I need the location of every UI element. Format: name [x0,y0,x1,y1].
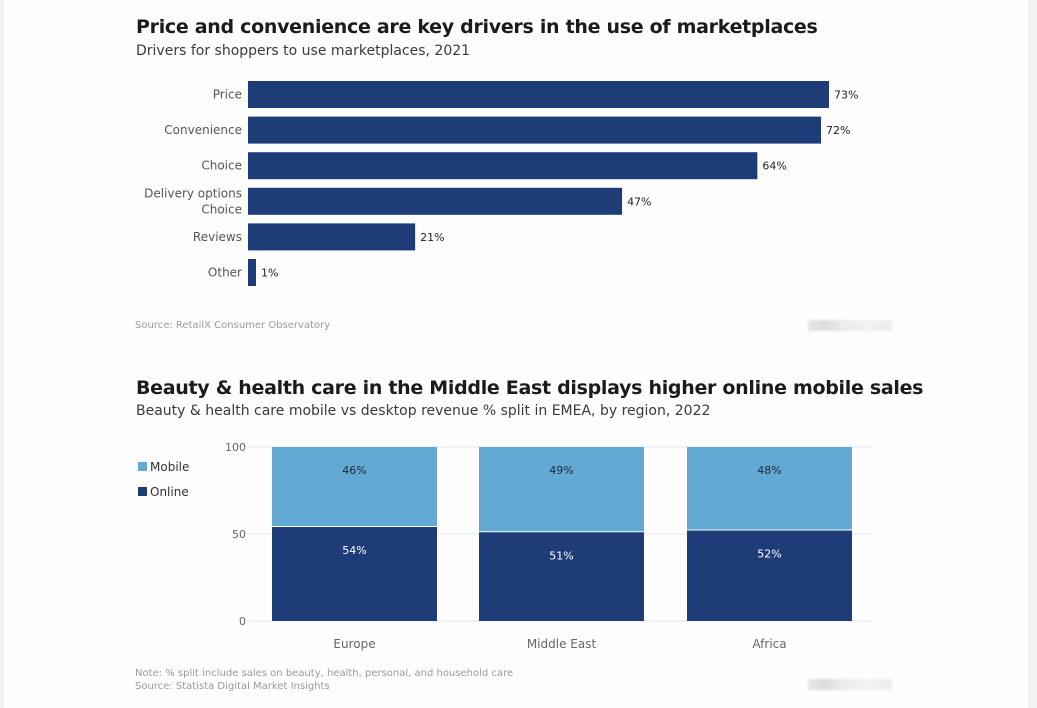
x-category-label: Europe [333,637,375,651]
legend-item-online: Online [138,485,189,499]
bar [248,152,758,180]
bar [248,259,256,286]
horizontal-bar-chart: 73% Price 72% Convenience 64% Choice 47% Delive… [144,81,858,286]
bar [248,81,829,108]
stacked-bar-group: 48% 52% Africa [687,447,852,651]
bar [248,223,416,251]
bar-segment-mobile [687,447,852,530]
stacked-bar-chart: 0 50 100 46% 54% Europe 49% 51% Middle East 48% 52… [138,441,873,651]
legend-swatch [138,462,147,471]
chart-subtitle: Drivers for shoppers to use marketplaces… [136,43,471,59]
category-label: Delivery options [144,186,242,200]
segment-label-online: 52% [757,548,781,561]
value-label: 1% [261,267,278,280]
category-label: Choice [201,202,242,216]
bar-segment-mobile [479,447,644,532]
bar-group: 64% Choice [201,152,787,180]
bar-segment-online [272,527,437,621]
segment-label-online: 54% [342,544,366,557]
segment-label-mobile: 46% [342,464,366,477]
category-label: Price [213,88,242,102]
page-edge-left [0,0,4,708]
bar-segment-online [687,530,852,621]
legend-label: Mobile [150,460,189,474]
y-tick-label: 0 [239,615,246,628]
x-category-label: Middle East [527,637,597,651]
value-label: 73% [834,89,858,102]
page-edge-right [1028,0,1037,708]
category-label: Choice [201,159,242,173]
bar-group: 72% Convenience [164,116,850,144]
brand-logo-blurred [808,679,892,690]
category-label: Other [208,266,242,280]
value-label: 72% [826,124,850,137]
bar-group: 73% Price [213,81,858,108]
chart-subtitle: Beauty & health care mobile vs desktop r… [136,403,711,419]
bar-group: 1% Other [208,259,278,286]
bar [248,116,822,144]
chart-source: Source: RetailX Consumer Observatory [135,320,331,331]
legend-item-mobile: Mobile [138,460,189,474]
segment-label-online: 51% [549,549,573,562]
value-label: 21% [420,231,444,244]
value-label: 47% [627,195,651,208]
bar-group: 47% Delivery options Choice [144,186,651,216]
y-tick-label: 100 [225,441,246,454]
x-category-label: Africa [752,637,786,651]
segment-label-mobile: 49% [549,464,573,477]
bar [248,187,623,215]
brand-logo-blurred [808,320,892,331]
legend-swatch [138,487,147,496]
stacked-bar-group: 46% 54% Europe [272,447,437,651]
category-label: Reviews [193,230,242,244]
y-tick-label: 50 [232,528,246,541]
segment-label-mobile: 48% [757,464,781,477]
bar-group: 21% Reviews [193,223,445,251]
bar-segment-mobile [272,447,437,527]
chart-source: Source: Statista Digital Market Insights [135,681,330,692]
chart-title: Beauty & health care in the Middle East … [136,377,924,399]
value-label: 64% [762,160,786,173]
stacked-bar-group: 49% 51% Middle East [479,447,644,651]
category-label: Convenience [164,123,242,137]
chart-title: Price and convenience are key drivers in… [136,16,818,38]
chart-note: Note: % split include sales on beauty, h… [135,668,514,679]
bar-segment-online [479,532,644,621]
legend-label: Online [150,485,189,499]
